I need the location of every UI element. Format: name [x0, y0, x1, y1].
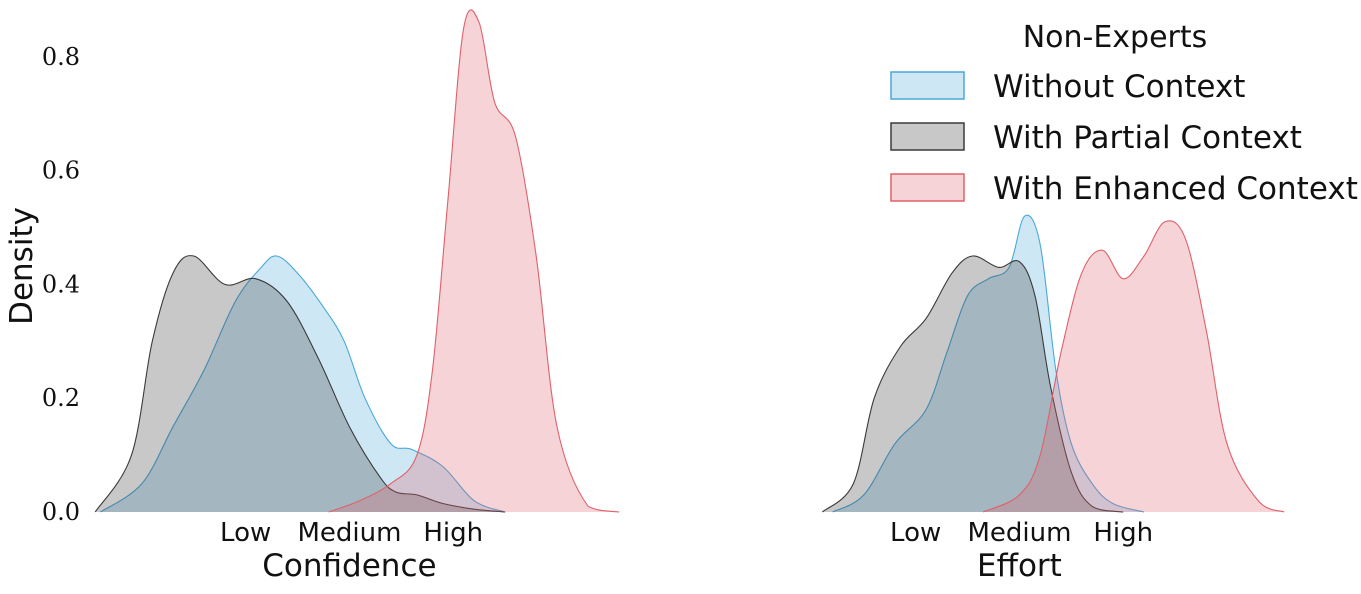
density-line-with-partial-context — [94, 255, 506, 513]
legend-swatch — [890, 122, 965, 151]
legend-swatch — [890, 71, 965, 100]
density-line-with-enhanced-context — [982, 220, 1285, 513]
y-tick-label: 0.0 — [42, 498, 80, 526]
x-tick-label: Medium — [967, 518, 1071, 548]
y-tick-label: 0.2 — [42, 384, 80, 412]
x-tick-label: High — [423, 518, 483, 548]
density-area-with-partial-context — [95, 255, 506, 512]
density-area-without-context — [832, 215, 1144, 512]
density-area-with-partial-context — [822, 255, 1124, 512]
effort-panel: Low Medium High Effort — [821, 214, 1285, 584]
density-line-with-enhanced-context — [328, 9, 620, 513]
legend-swatch — [890, 173, 965, 202]
y-tick-label: 0.6 — [42, 157, 80, 185]
x-axis-label: Effort — [977, 548, 1062, 584]
density-area-with-enhanced-context — [328, 9, 620, 513]
x-tick-label: Low — [890, 518, 941, 548]
density-line-without-context — [832, 214, 1145, 513]
density-area-without-context — [100, 255, 506, 512]
legend-entry-label: With Enhanced Context — [993, 171, 1358, 207]
legend-title: Non-Experts — [1023, 20, 1208, 55]
density-line-without-context — [100, 255, 506, 513]
x-tick-label: Low — [220, 518, 271, 548]
y-axis-label: Density — [4, 207, 40, 325]
x-tick-label: High — [1093, 518, 1153, 548]
legend-entry-label: Without Context — [993, 69, 1245, 105]
x-axis-label: Confidence — [262, 548, 436, 584]
legend-entry-label: With Partial Context — [993, 120, 1302, 156]
y-tick-label: 0.4 — [42, 270, 80, 298]
y-tick-label: 0.8 — [42, 43, 80, 71]
legend: Non-Experts Without Context With Partial C… — [890, 20, 1358, 207]
density-line-with-partial-context — [821, 255, 1124, 513]
density-area-with-enhanced-context — [983, 220, 1285, 512]
x-tick-label: Medium — [297, 518, 401, 548]
